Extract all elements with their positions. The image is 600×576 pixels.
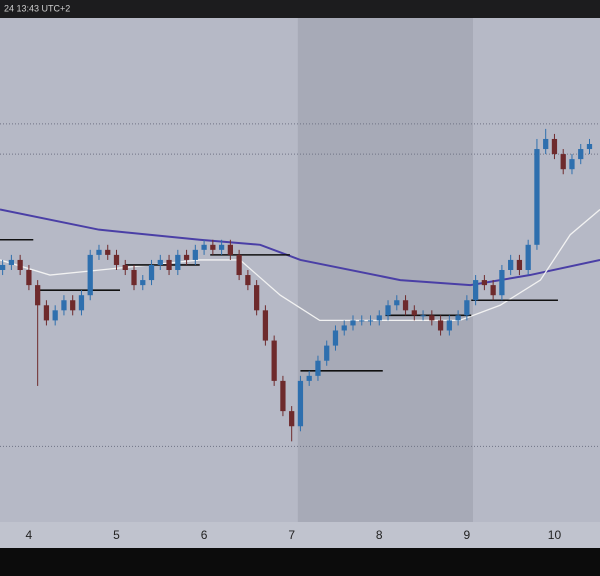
candle-body xyxy=(236,254,242,276)
candle-body xyxy=(61,300,67,311)
x-tick-label: 7 xyxy=(288,528,295,542)
candle-body xyxy=(472,280,479,301)
x-axis-strip xyxy=(0,522,600,548)
candle-body xyxy=(0,264,6,270)
candle-body xyxy=(543,138,549,150)
candle-body xyxy=(551,138,558,155)
candle-body xyxy=(569,159,575,170)
candle-body xyxy=(324,345,330,361)
candle-body xyxy=(183,254,190,260)
candle-body xyxy=(359,320,365,322)
candle-body xyxy=(280,380,286,412)
x-tick-label: 10 xyxy=(548,528,562,542)
moving-average xyxy=(0,208,600,287)
candle-body xyxy=(227,244,233,255)
candle-body xyxy=(262,310,269,341)
candle-body xyxy=(560,154,566,170)
candle-body xyxy=(446,320,452,331)
candle-body xyxy=(499,270,505,296)
x-tick-label: 8 xyxy=(376,528,383,542)
candle-body xyxy=(218,244,225,250)
candle-body xyxy=(122,264,128,270)
candle-body xyxy=(105,249,111,255)
candle-body xyxy=(376,315,382,321)
candle-body xyxy=(315,360,321,376)
candle-body xyxy=(271,340,277,381)
candle-body xyxy=(166,259,172,270)
candle-body xyxy=(411,310,417,316)
candle-body xyxy=(192,249,198,260)
candle-body xyxy=(534,149,540,245)
candle-body xyxy=(481,280,488,286)
candle-body xyxy=(455,315,461,321)
candle-body xyxy=(175,254,181,270)
candle-body xyxy=(113,254,120,265)
shaded-range xyxy=(297,18,473,522)
candle-body xyxy=(394,300,400,306)
candle-body xyxy=(429,315,435,321)
x-tick-label: 4 xyxy=(26,528,33,542)
candle-body xyxy=(131,270,137,286)
candle-body xyxy=(525,244,531,270)
candle-body xyxy=(157,259,163,265)
candle-body xyxy=(87,254,93,296)
candle-body xyxy=(8,259,15,265)
candle-body xyxy=(350,320,356,326)
candle-body xyxy=(43,305,50,321)
candle-body xyxy=(490,285,496,296)
candle-body xyxy=(516,259,523,270)
candle-body xyxy=(17,259,23,270)
candle-body xyxy=(289,411,295,427)
x-tick-label: 9 xyxy=(464,528,471,542)
candle-body xyxy=(306,375,312,381)
candle-body xyxy=(367,320,374,322)
candle-body xyxy=(70,300,76,311)
candle-body xyxy=(586,144,593,150)
candle-body xyxy=(508,259,514,270)
candle-body xyxy=(297,380,304,427)
candle-body xyxy=(78,295,85,311)
candle-body xyxy=(341,325,347,331)
candle-body xyxy=(402,300,409,311)
header-text: 24 13:43 UTC+2 xyxy=(4,3,70,13)
candle-body xyxy=(420,315,426,317)
candle-body xyxy=(464,300,470,316)
candle-body xyxy=(148,264,155,281)
x-tick-label: 6 xyxy=(201,528,208,542)
candle-body xyxy=(437,320,444,331)
candle-body xyxy=(140,280,146,286)
top-bar xyxy=(0,0,600,18)
candle-body xyxy=(578,149,584,160)
candle-body xyxy=(26,270,32,286)
candle-body xyxy=(385,305,391,316)
candle-body xyxy=(254,285,260,311)
candle-body xyxy=(35,285,41,306)
candle-body xyxy=(332,330,339,346)
candle-body xyxy=(201,244,207,250)
candle-body xyxy=(96,249,102,255)
candle-body xyxy=(245,275,251,286)
x-tick-label: 5 xyxy=(113,528,120,542)
candle-body xyxy=(52,310,58,321)
candle-body xyxy=(210,244,216,250)
bottom-bar xyxy=(0,548,600,576)
